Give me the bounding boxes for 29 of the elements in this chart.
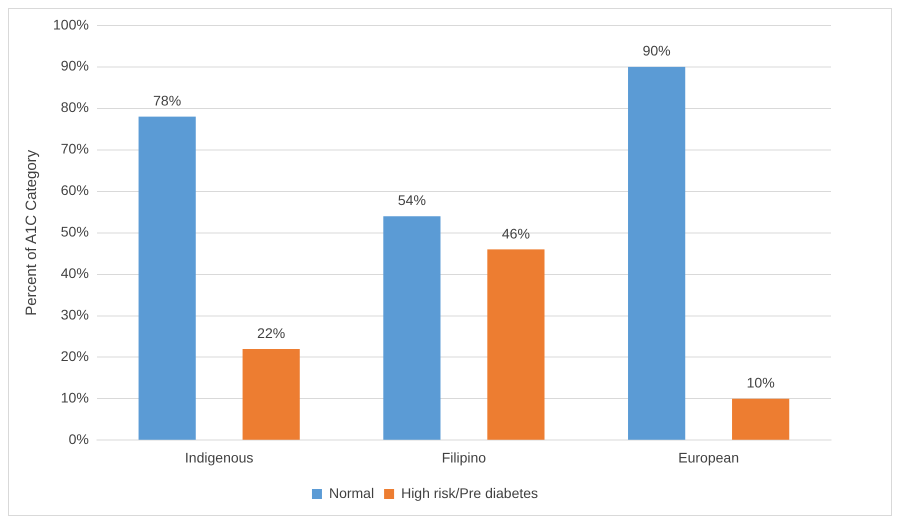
y-tick-label: 20% (60, 348, 89, 364)
y-tick-label: 40% (60, 265, 89, 282)
bar (383, 216, 440, 440)
data-label: 78% (153, 92, 182, 109)
data-label: 54% (398, 192, 426, 208)
data-label: 22% (257, 324, 286, 341)
y-axis-title: Percent of A1C Category (23, 149, 40, 316)
x-tick-label: Filipino (442, 449, 486, 466)
y-tick-label: 90% (60, 58, 89, 74)
data-label: 90% (642, 42, 671, 59)
data-label: 46% (502, 225, 530, 242)
y-tick-label: 30% (60, 306, 89, 323)
y-tick-label: 10% (60, 390, 89, 406)
y-tick-label: 0% (68, 431, 89, 448)
legend-label: Normal (328, 484, 374, 501)
legend-label: High risk/Pre diabetes (401, 484, 538, 501)
bar (732, 398, 790, 440)
bar (242, 348, 300, 440)
y-tick-label: 100% (52, 16, 89, 32)
bar (628, 66, 686, 440)
y-tick-label: 60% (60, 182, 89, 198)
x-tick-label: European (678, 449, 739, 466)
y-tick-label: 80% (60, 99, 89, 116)
bar (138, 116, 196, 440)
data-label: 10% (746, 374, 775, 391)
y-tick-label: 70% (60, 140, 89, 157)
x-tick-label: Indigenous (184, 449, 254, 466)
y-tick-label: 50% (60, 224, 89, 240)
bar (487, 249, 545, 440)
